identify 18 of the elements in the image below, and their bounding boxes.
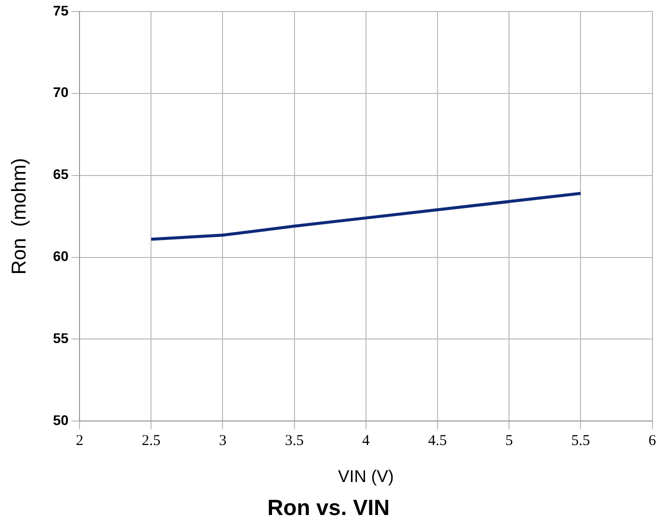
x-tick-label: 5	[505, 433, 513, 450]
y-tick-label: 75	[52, 2, 69, 18]
x-tick-label: 2.5	[142, 433, 161, 450]
text: Ron vs. VIN	[267, 494, 390, 520]
x-tick-label: 3.5	[284, 433, 304, 450]
x-tick-label: 4	[362, 433, 370, 450]
x-axis-title: VIN (V)	[338, 467, 394, 486]
y-axis-title: Ron (mohm)	[8, 158, 31, 275]
x-tick-label: 2	[76, 433, 84, 450]
y-tick-label: 65	[52, 166, 69, 182]
y-tick-label: 70	[52, 84, 69, 100]
x-tick-label: 5.5	[571, 433, 590, 450]
x-tick-label: 6	[648, 433, 656, 450]
y-tick-label: 60	[52, 248, 69, 264]
y-tick-label: 50	[52, 412, 69, 428]
y-tick-label: 55	[52, 330, 69, 346]
x-tick-label: 4.5	[428, 433, 447, 450]
x-tick-label: 3	[218, 433, 226, 450]
